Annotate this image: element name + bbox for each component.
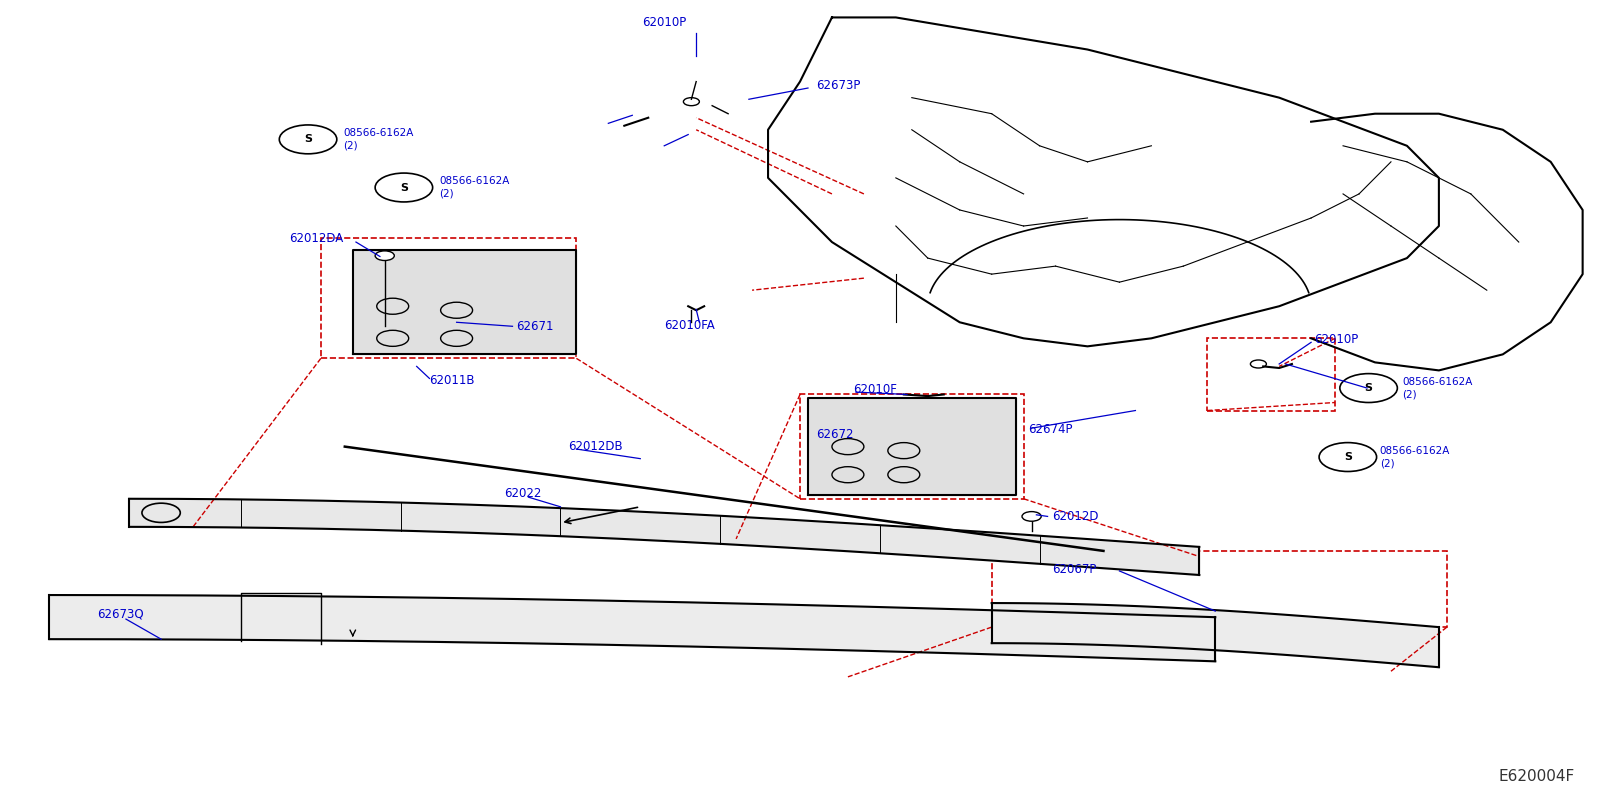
Bar	[1208, 338, 1334, 411]
Text: 62022: 62022	[504, 488, 542, 501]
Bar	[800, 394, 1024, 499]
Bar	[322, 238, 576, 358]
Bar	[992, 551, 1446, 627]
Text: 62672: 62672	[816, 428, 853, 441]
Text: 62010FA: 62010FA	[664, 319, 715, 332]
Circle shape	[374, 251, 394, 261]
Text: E620004F: E620004F	[1499, 769, 1574, 783]
Text: 62012DB: 62012DB	[568, 440, 622, 453]
Text: 08566-6162A
(2): 08566-6162A (2)	[342, 128, 413, 151]
Text: 62012DA: 62012DA	[290, 233, 342, 246]
Text: S: S	[400, 183, 408, 192]
Text: 62011B: 62011B	[429, 374, 475, 387]
Text: 08566-6162A
(2): 08566-6162A (2)	[438, 176, 509, 199]
Text: 08566-6162A
(2): 08566-6162A (2)	[1379, 446, 1450, 469]
Text: S: S	[1344, 452, 1352, 462]
Text: 62673Q: 62673Q	[98, 608, 144, 621]
Text: S: S	[304, 134, 312, 144]
Text: 08566-6162A
(2): 08566-6162A (2)	[1402, 377, 1472, 399]
Text: 62674P: 62674P	[1029, 423, 1074, 436]
Text: S: S	[1365, 383, 1373, 393]
Text: 62012D: 62012D	[1053, 510, 1099, 523]
Text: 62010P: 62010P	[642, 16, 686, 30]
Text: 62673P: 62673P	[816, 79, 861, 92]
Text: 62067P: 62067P	[1053, 563, 1096, 576]
Text: 62671: 62671	[515, 320, 554, 332]
Text: 62010F: 62010F	[853, 383, 896, 396]
Circle shape	[1022, 512, 1042, 521]
Text: 62010P: 62010P	[1314, 333, 1358, 346]
